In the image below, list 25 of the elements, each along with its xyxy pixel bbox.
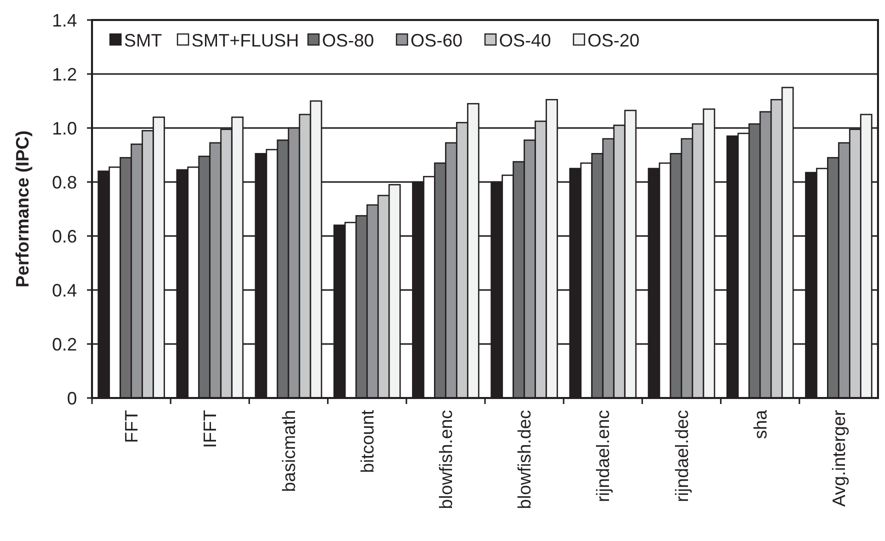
x-tick-label: rijndael.enc [593, 410, 614, 502]
y-tick-label: 1.4 [52, 10, 77, 30]
y-tick-label: 1.2 [52, 64, 77, 84]
x-tick-label: blowfish.enc [436, 410, 456, 510]
y-tick-label: 0.8 [52, 172, 77, 192]
x-tick-label: sha [750, 409, 770, 440]
x-tick-label: rijndael.dec [672, 410, 692, 502]
y-tick-label: 0 [66, 388, 77, 408]
x-tick-label: bitcount [357, 410, 378, 474]
legend-label: OS-40 [499, 30, 552, 50]
x-tick-label: FFT [122, 410, 142, 443]
y-axis-title: Performance (IPC) [12, 130, 32, 288]
x-tick-label: blowfish.dec [514, 410, 535, 510]
y-tick-label: 1.0 [52, 118, 77, 138]
legend-label: SMT [124, 30, 162, 50]
y-tick-label: 0.4 [52, 280, 77, 300]
legend-label: SMT+FLUSH [192, 30, 300, 50]
legend-label: OS-20 [588, 30, 640, 50]
y-tick-label: 0.2 [52, 334, 77, 354]
x-tick-label: Avg.interger [829, 410, 849, 507]
legend-label: OS-80 [322, 30, 374, 50]
x-tick-label: IFFT [200, 410, 220, 448]
legend-label: OS-60 [410, 30, 463, 50]
y-tick-label: 0.6 [52, 226, 77, 246]
x-tick-label: basicmath [278, 410, 299, 492]
